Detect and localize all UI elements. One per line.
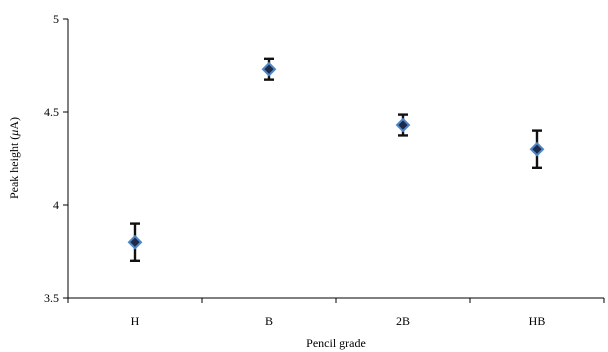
y-tick-label: 3.5 <box>44 291 59 305</box>
data-point <box>127 234 143 250</box>
y-tick-label: 4 <box>53 198 59 212</box>
data-series <box>127 57 545 262</box>
y-axis-title: Peak height (μA) <box>7 117 21 199</box>
x-tick-label: 2B <box>396 314 410 328</box>
data-point <box>395 117 411 133</box>
x-axis: H B 2B HB <box>67 297 605 328</box>
y-axis-title-end: A) <box>7 117 21 130</box>
y-tick-label: 5 <box>53 12 59 26</box>
y-axis-title-main: Peak height ( <box>7 136 21 199</box>
x-tick-label: HB <box>529 314 546 328</box>
y-tick-label: 4.5 <box>44 105 59 119</box>
data-point <box>529 141 545 157</box>
y-axis: 3.5 4 4.5 5 <box>44 12 69 305</box>
data-point <box>261 61 277 77</box>
x-axis-title: Pencil grade <box>306 336 366 350</box>
x-tick-label: B <box>265 314 273 328</box>
x-tick-label: H <box>131 314 140 328</box>
y-axis-title-mu: μ <box>7 130 21 137</box>
